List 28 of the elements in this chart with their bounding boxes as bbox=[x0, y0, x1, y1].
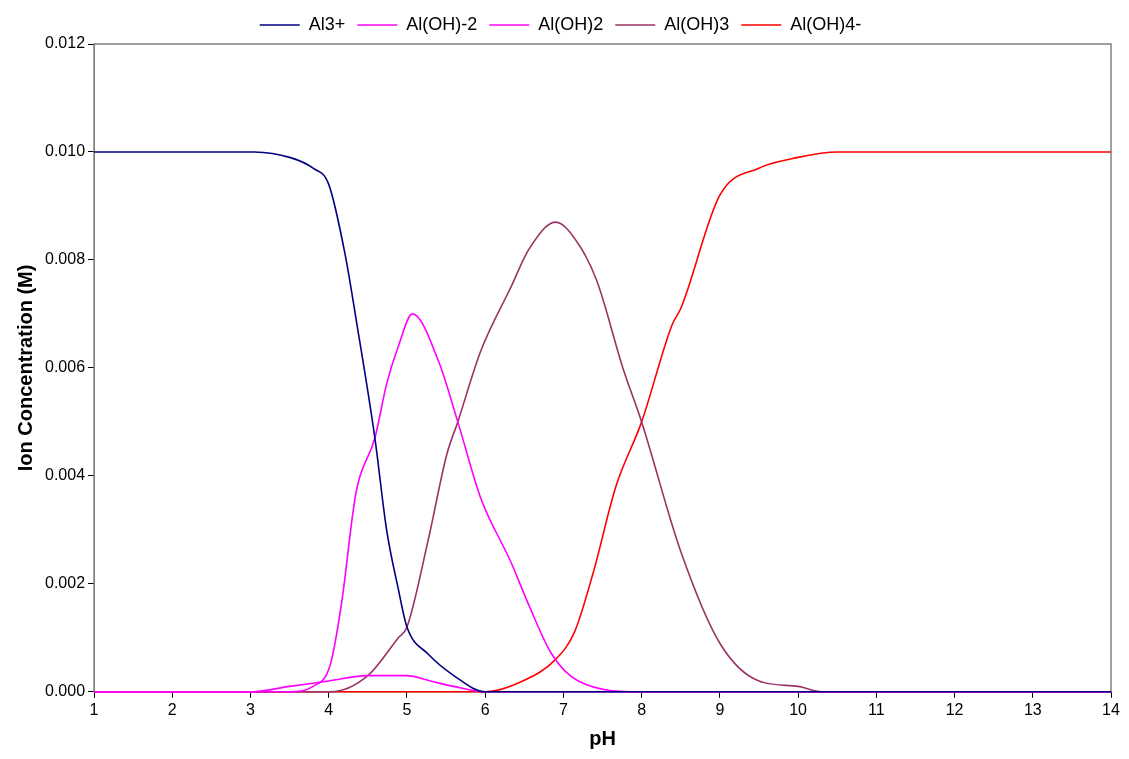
legend-label: Al(OH)4- bbox=[790, 13, 862, 34]
x-tick-label: 1 bbox=[89, 700, 99, 718]
x-tick-label: 7 bbox=[558, 700, 568, 718]
y-axis-title: Ion Concentration (M) bbox=[13, 264, 36, 472]
y-tick-label: 0.012 bbox=[44, 34, 86, 52]
x-tick-label: 11 bbox=[868, 700, 885, 718]
x-tick-label: 13 bbox=[1023, 700, 1042, 718]
y-tick-label: 0.000 bbox=[44, 682, 86, 700]
x-tick-label: 8 bbox=[637, 700, 647, 718]
x-tick-label: 3 bbox=[246, 700, 256, 718]
legend-label: Al(OH)2 bbox=[538, 13, 604, 34]
x-tick-label: 9 bbox=[715, 700, 725, 718]
x-tick-label: 10 bbox=[789, 700, 808, 718]
x-tick-label: 12 bbox=[945, 700, 964, 718]
x-tick-label: 4 bbox=[324, 700, 334, 718]
y-tick-label: 0.006 bbox=[44, 358, 86, 376]
x-tick-label: 5 bbox=[402, 700, 412, 718]
x-axis-title: pH bbox=[589, 726, 616, 749]
y-tick-label: 0.002 bbox=[44, 574, 86, 592]
legend-label: Al3+ bbox=[308, 13, 346, 34]
x-tick-label: 2 bbox=[167, 700, 177, 718]
x-tick-label: 6 bbox=[480, 700, 490, 718]
x-tick-label: 14 bbox=[1102, 700, 1120, 718]
legend-label: Al(OH)-2 bbox=[406, 13, 478, 34]
y-tick-label: 0.008 bbox=[44, 250, 86, 268]
y-tick-label: 0.004 bbox=[44, 466, 86, 484]
legend-label: Al(OH)3 bbox=[664, 13, 730, 34]
y-tick-label: 0.010 bbox=[44, 142, 86, 160]
